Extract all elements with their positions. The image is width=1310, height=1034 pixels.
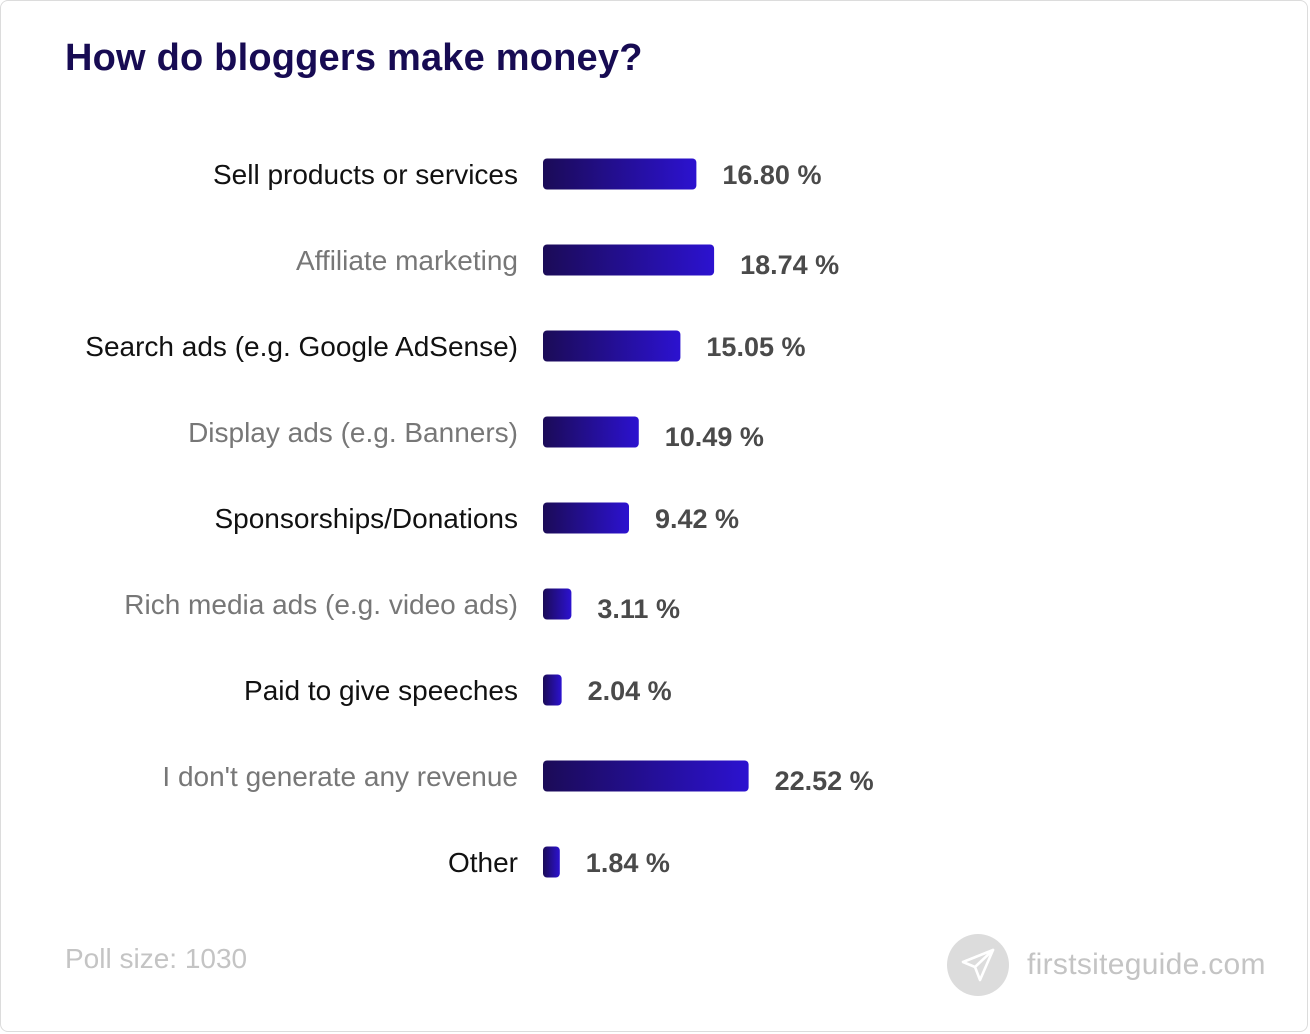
paper-plane-icon: [947, 934, 1009, 996]
category-label: Affiliate marketing: [296, 245, 518, 276]
bar: [543, 674, 562, 706]
chart-title: How do bloggers make money?: [65, 37, 643, 79]
category-label: Sponsorships/Donations: [214, 503, 518, 534]
bar: [543, 502, 630, 534]
value-label: 16.80 %: [722, 160, 821, 190]
brand-logo: firstsiteguide.com: [947, 933, 1266, 997]
value-label: 2.04 %: [588, 676, 672, 706]
category-label: Sell products or services: [213, 159, 518, 190]
category-label: Display ads (e.g. Banners): [188, 417, 518, 448]
category-label: Other: [448, 847, 518, 878]
category-label: Paid to give speeches: [244, 675, 518, 706]
bar: [543, 244, 715, 276]
value-label: 18.74 %: [740, 250, 839, 280]
category-label: Search ads (e.g. Google AdSense): [85, 331, 518, 362]
value-label: 3.11 %: [597, 594, 680, 624]
value-label: 22.52 %: [775, 766, 874, 796]
brand-name: firstsiteguide.com: [1027, 948, 1266, 981]
value-label: 1.84 %: [586, 848, 670, 878]
bar: [543, 416, 639, 448]
bar: [543, 158, 697, 190]
value-label: 10.49 %: [665, 422, 764, 452]
bar: [543, 330, 681, 362]
category-label: I don't generate any revenue: [162, 761, 518, 792]
value-label: 9.42 %: [655, 504, 739, 534]
bar: [543, 760, 749, 792]
bar: [543, 588, 572, 620]
bar: [543, 846, 560, 878]
category-label: Rich media ads (e.g. video ads): [124, 589, 518, 620]
poll-size-note: Poll size: 1030: [65, 943, 248, 974]
value-label: 15.05 %: [706, 332, 805, 362]
